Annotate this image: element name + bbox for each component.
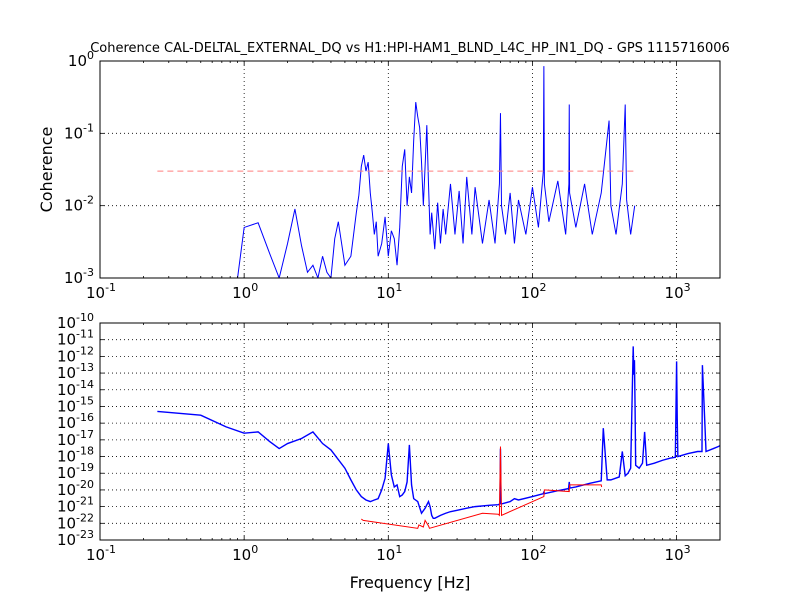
axes-frame [99,322,721,541]
x-tick-label: 101 [376,281,402,302]
figure-title: Coherence CAL-DELTAL_EXTERNAL_DQ vs H1:H… [90,41,730,56]
y-tick-label: 10-19 [57,461,94,482]
y-tick-label: 10-2 [64,194,94,215]
y-tick-label: 10-20 [57,478,94,499]
x-tick-label: 102 [520,281,546,302]
coherence-panel: 10-1 100 101 102 103 10-3 10-2 10-1 100 Coherence [37,49,721,302]
y-tick-label: 10-12 [57,344,94,365]
y-tick-label: 10-11 [57,328,94,349]
series-negative [361,446,603,529]
x-tick-label: 100 [232,281,258,302]
y-axis-label: Coherence [37,127,56,213]
x-tick-label: 10-1 [86,281,116,302]
y-tick-label: 10-18 [57,445,94,466]
spectrum-panel: 10-1 100 101 102 10310-2310-2210-2110-2010-1… [57,311,721,564]
x-axis-label: Frequency [Hz] [350,573,471,592]
y-tick-label: 10-1 [64,121,94,142]
y-tick-label: 10-16 [57,411,94,432]
y-tick-label: 10-3 [64,266,94,287]
y-tick-label: 10-17 [57,428,94,449]
y-tick-label: 100 [68,49,94,70]
x-tick-label: 10-1 [86,543,116,564]
y-tick-label: 10-23 [57,528,94,549]
x-tick-label: 103 [665,281,691,302]
y-tick-label: 10-22 [57,511,94,532]
axes-frame [99,60,721,279]
x-tick-label: 102 [520,543,546,564]
y-tick-label: 10-13 [57,361,94,382]
y-tick-label: 10-14 [57,378,94,399]
y-tick-label: 10-15 [57,394,94,415]
series-coherence [237,66,636,278]
y-tick-label: 10-21 [57,495,94,516]
y-tick-label: 10-10 [57,311,94,332]
x-tick-label: 103 [665,543,691,564]
x-tick-label: 101 [376,543,402,564]
x-tick-label: 100 [232,543,258,564]
